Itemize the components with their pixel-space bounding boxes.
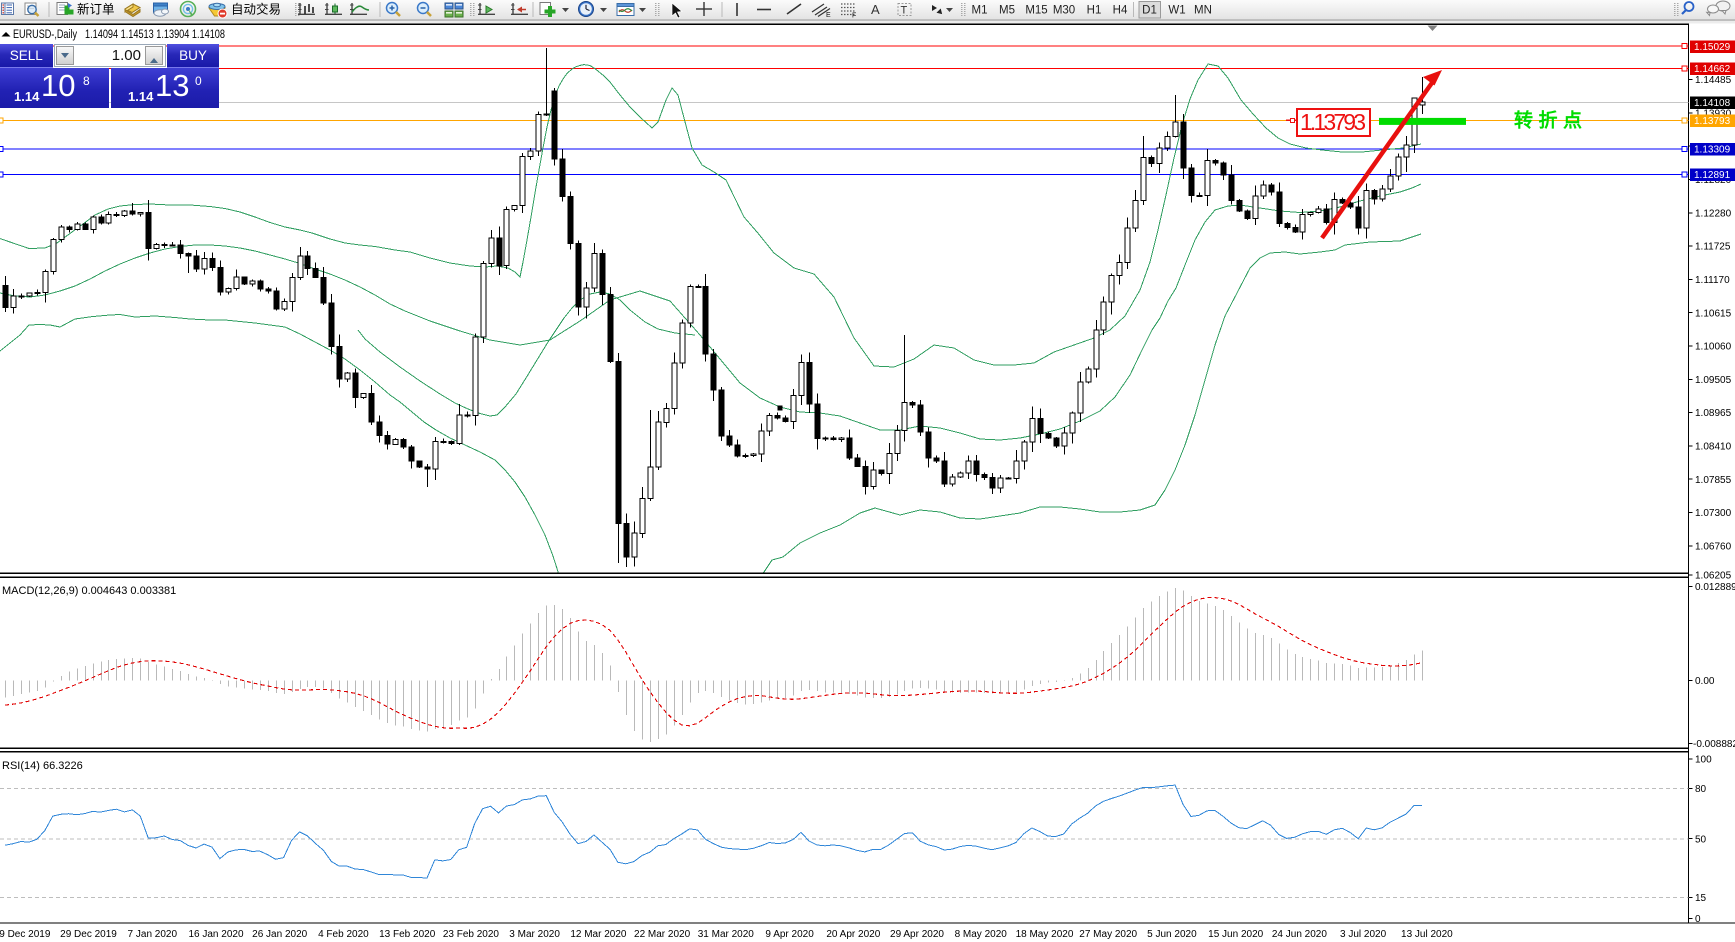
svg-text:EURUSD-,Daily: EURUSD-,Daily [13, 29, 77, 41]
svg-text:E: E [826, 12, 831, 19]
svg-text:1.08965: 1.08965 [1695, 408, 1732, 419]
svg-text:D1: D1 [1142, 5, 1157, 17]
svg-text:1.11725: 1.11725 [1695, 242, 1731, 253]
svg-text:3 Jul 2020: 3 Jul 2020 [1340, 929, 1387, 940]
svg-text:A: A [871, 2, 880, 17]
svg-text:1.12280: 1.12280 [1695, 208, 1732, 219]
svg-text:1.10615: 1.10615 [1695, 308, 1732, 319]
svg-text:29 Dec 2019: 29 Dec 2019 [60, 929, 117, 940]
svg-text:RSI(14) 66.3226: RSI(14) 66.3226 [2, 760, 83, 772]
svg-text:15 Jun 2020: 15 Jun 2020 [1208, 929, 1263, 940]
svg-text:24 Jun 2020: 24 Jun 2020 [1272, 929, 1327, 940]
svg-text:转折点: 转折点 [1514, 109, 1588, 132]
svg-text:1.11170: 1.11170 [1695, 275, 1730, 286]
svg-text:1.13793: 1.13793 [1694, 116, 1731, 127]
svg-text:9 Dec 2019: 9 Dec 2019 [0, 929, 51, 940]
svg-text:1.06205: 1.06205 [1695, 571, 1732, 582]
svg-text:1.14485: 1.14485 [1695, 75, 1732, 86]
svg-text:MN: MN [1194, 5, 1212, 17]
svg-text:1.14094 1.14513 1.13904 1.1410: 1.14094 1.14513 1.13904 1.14108 [85, 29, 225, 41]
svg-text:13 Feb 2020: 13 Feb 2020 [379, 929, 436, 940]
svg-text:1.09505: 1.09505 [1695, 375, 1732, 386]
svg-text:M15: M15 [1025, 5, 1047, 17]
svg-text:H4: H4 [1113, 5, 1128, 17]
svg-text:1.10060: 1.10060 [1695, 342, 1732, 353]
svg-text:1.13930: 1.13930 [1695, 109, 1732, 120]
svg-text:22 Mar 2020: 22 Mar 2020 [634, 929, 691, 940]
svg-text:新订单: 新订单 [77, 2, 115, 17]
svg-text:1.13793: 1.13793 [1300, 109, 1366, 135]
svg-text:1.15029: 1.15029 [1694, 42, 1731, 53]
svg-text:1.14108: 1.14108 [1694, 98, 1731, 109]
svg-text:自动交易: 自动交易 [231, 2, 281, 17]
svg-text:1.06760: 1.06760 [1695, 541, 1732, 552]
svg-text:31 Mar 2020: 31 Mar 2020 [698, 929, 755, 940]
svg-text:F: F [852, 13, 856, 20]
svg-text:W1: W1 [1168, 5, 1185, 17]
svg-text:26 Jan 2020: 26 Jan 2020 [252, 929, 307, 940]
svg-text:80: 80 [1695, 784, 1707, 795]
svg-text:5 Jun 2020: 5 Jun 2020 [1147, 929, 1197, 940]
svg-text:23 Feb 2020: 23 Feb 2020 [443, 929, 500, 940]
svg-text:T: T [901, 5, 908, 17]
svg-text:18 May 2020: 18 May 2020 [1016, 929, 1074, 940]
svg-text:7 Jan 2020: 7 Jan 2020 [128, 929, 178, 940]
svg-text:0: 0 [1695, 914, 1701, 925]
svg-text:1.13309: 1.13309 [1694, 145, 1731, 156]
svg-text:0.012889: 0.012889 [1695, 582, 1735, 593]
svg-text:H1: H1 [1087, 5, 1102, 17]
svg-text:16 Jan 2020: 16 Jan 2020 [188, 929, 243, 940]
svg-text:8 May 2020: 8 May 2020 [955, 929, 1008, 940]
svg-text:0.00: 0.00 [1695, 676, 1715, 687]
svg-text:9 Apr 2020: 9 Apr 2020 [765, 929, 814, 940]
svg-text:29 Apr 2020: 29 Apr 2020 [890, 929, 944, 940]
svg-text:100: 100 [1695, 754, 1712, 765]
svg-text:1.12891: 1.12891 [1694, 170, 1731, 181]
svg-text:3 Mar 2020: 3 Mar 2020 [509, 929, 560, 940]
svg-text:-0.008882: -0.008882 [1693, 739, 1735, 750]
svg-text:4 Feb 2020: 4 Feb 2020 [318, 929, 369, 940]
svg-text:1.14662: 1.14662 [1694, 64, 1731, 75]
svg-text:1.07855: 1.07855 [1695, 475, 1732, 486]
svg-text:20 Apr 2020: 20 Apr 2020 [826, 929, 880, 940]
svg-text:MACD(12,26,9) 0.004643 0.00338: MACD(12,26,9) 0.004643 0.003381 [2, 585, 176, 597]
svg-text:M1: M1 [972, 5, 988, 17]
svg-text:50: 50 [1695, 834, 1707, 845]
svg-text:1.07300: 1.07300 [1695, 508, 1732, 519]
svg-text:M5: M5 [999, 5, 1015, 17]
svg-text:1.08410: 1.08410 [1695, 442, 1732, 453]
svg-text:15: 15 [1695, 893, 1707, 904]
svg-text:12 Mar 2020: 12 Mar 2020 [570, 929, 627, 940]
svg-text:27 May 2020: 27 May 2020 [1079, 929, 1137, 940]
svg-text:M30: M30 [1053, 5, 1075, 17]
svg-text:13 Jul 2020: 13 Jul 2020 [1401, 929, 1453, 940]
